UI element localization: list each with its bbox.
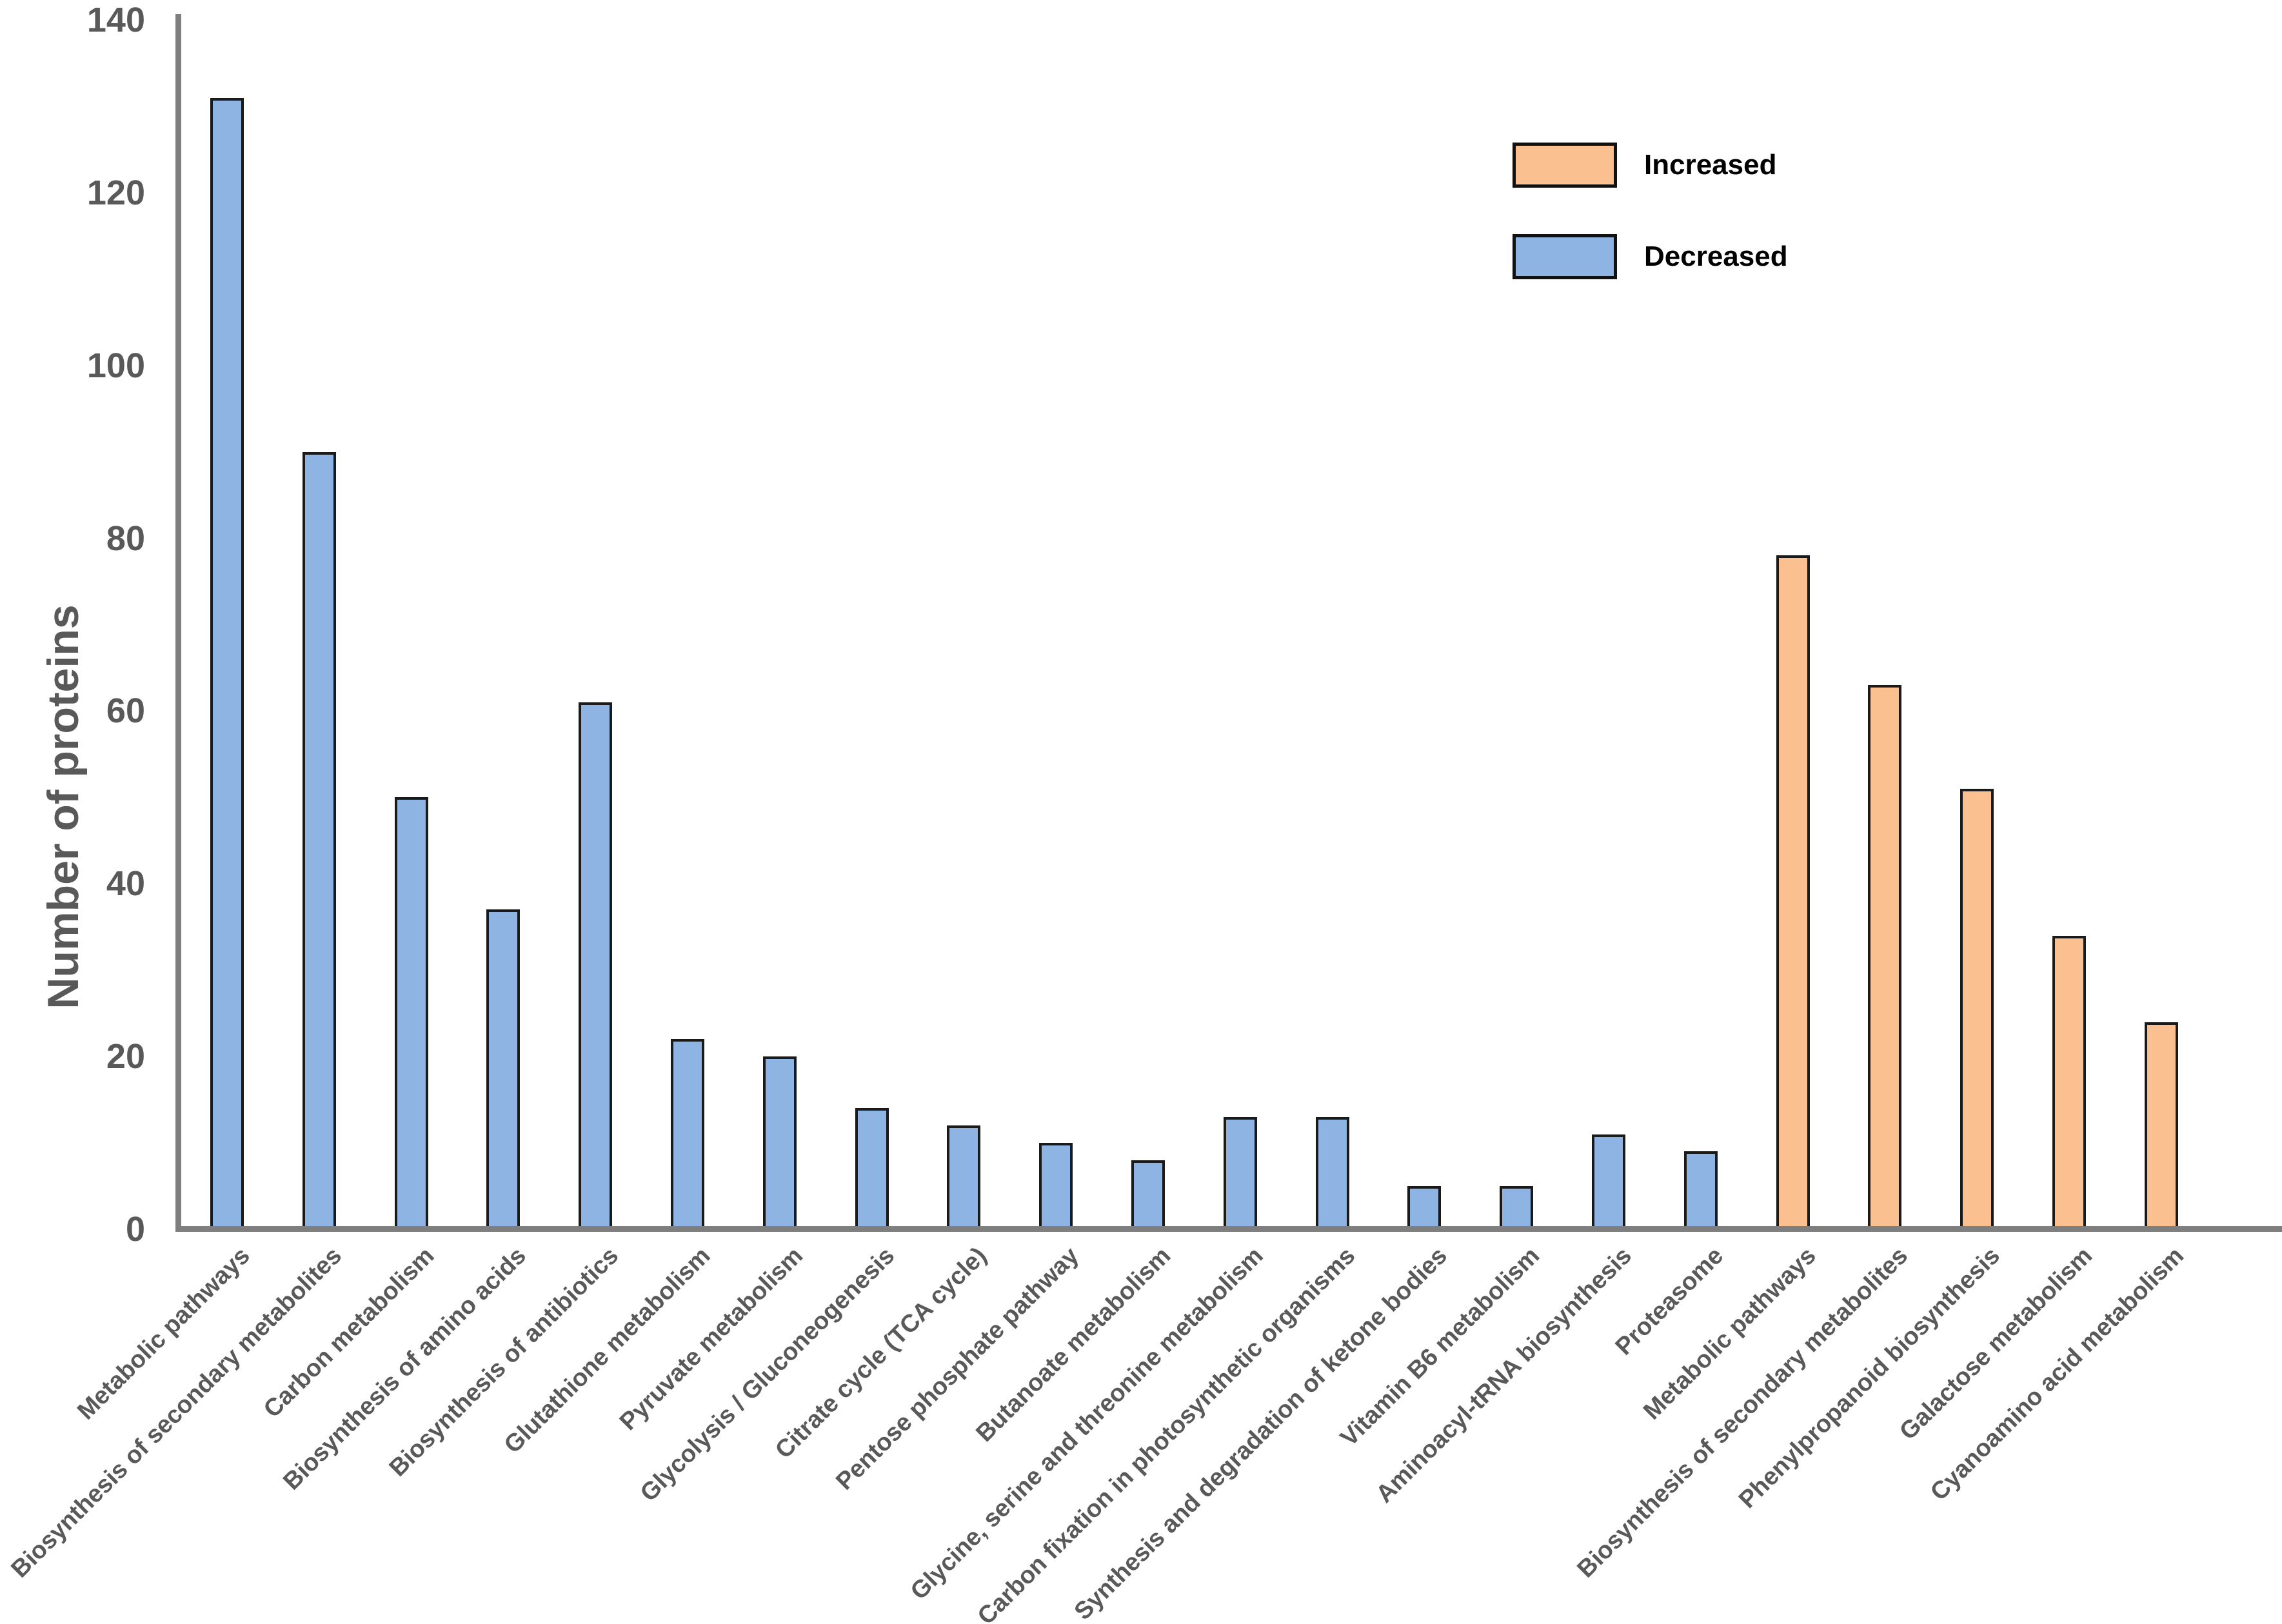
x-axis-label: Carbon metabolism — [258, 1242, 440, 1423]
bar-decreased-12 — [1315, 1116, 1349, 1229]
legend-label-decreased: Decreased — [1644, 241, 1788, 272]
bar-decreased-13 — [1407, 1186, 1442, 1229]
bar-decreased-10 — [1131, 1160, 1165, 1229]
x-axis-line — [175, 1226, 2282, 1232]
bar-decreased-8 — [947, 1125, 981, 1229]
bar-decreased-14 — [1500, 1186, 1534, 1229]
y-tick-label: 40 — [106, 864, 145, 904]
bar-increased-20 — [2052, 935, 2086, 1229]
bar-increased-17 — [1776, 555, 1810, 1229]
x-axis-label: Glycine, serine and threonine metabolism — [905, 1242, 1269, 1605]
y-tick-label: 0 — [125, 1210, 145, 1249]
legend-item-increased: Increased — [1513, 143, 1788, 188]
bar-increased-18 — [1868, 685, 1902, 1229]
y-tick-label: 20 — [106, 1037, 145, 1076]
bar-decreased-4 — [579, 702, 613, 1229]
bar-decreased-1 — [302, 451, 336, 1229]
bar-decreased-11 — [1223, 1116, 1257, 1229]
x-axis-label: Pyruvate metabolism — [614, 1242, 808, 1436]
bar-increased-19 — [1960, 788, 1994, 1229]
y-tick-label: 60 — [106, 691, 145, 731]
bar-decreased-7 — [855, 1108, 889, 1229]
bar-decreased-3 — [486, 909, 521, 1229]
bar-decreased-6 — [762, 1056, 797, 1229]
bar-increased-21 — [2144, 1022, 2178, 1229]
x-axis-label: Galactose metabolism — [1894, 1242, 2098, 1445]
bar-decreased-0 — [210, 97, 244, 1229]
y-axis-line — [175, 14, 181, 1232]
decreased-swatch — [1513, 234, 1617, 279]
legend-label-increased: Increased — [1644, 149, 1777, 181]
x-axis-label: Metabolic pathways — [72, 1242, 255, 1425]
y-tick-label: 80 — [106, 519, 145, 558]
bar-decreased-2 — [394, 797, 428, 1229]
x-axis-label: Biosynthesis of secondary metabolites — [1572, 1242, 1914, 1583]
legend-item-decreased: Decreased — [1513, 234, 1788, 279]
bar-decreased-5 — [671, 1039, 704, 1229]
legend: Increased Decreased — [1513, 143, 1788, 326]
bar-decreased-16 — [1683, 1151, 1718, 1229]
x-axis-label: Metabolic pathways — [1638, 1242, 1821, 1425]
x-axis-label: Biosynthesis of secondary metabolites — [6, 1242, 348, 1583]
bar-decreased-15 — [1592, 1134, 1625, 1229]
y-axis-title: Number of proteins — [39, 604, 88, 1009]
y-tick-label: 100 — [86, 346, 145, 385]
increased-swatch — [1513, 143, 1617, 188]
y-tick-label: 140 — [86, 0, 145, 39]
y-tick-label: 120 — [86, 173, 145, 212]
bar-decreased-9 — [1039, 1143, 1073, 1229]
